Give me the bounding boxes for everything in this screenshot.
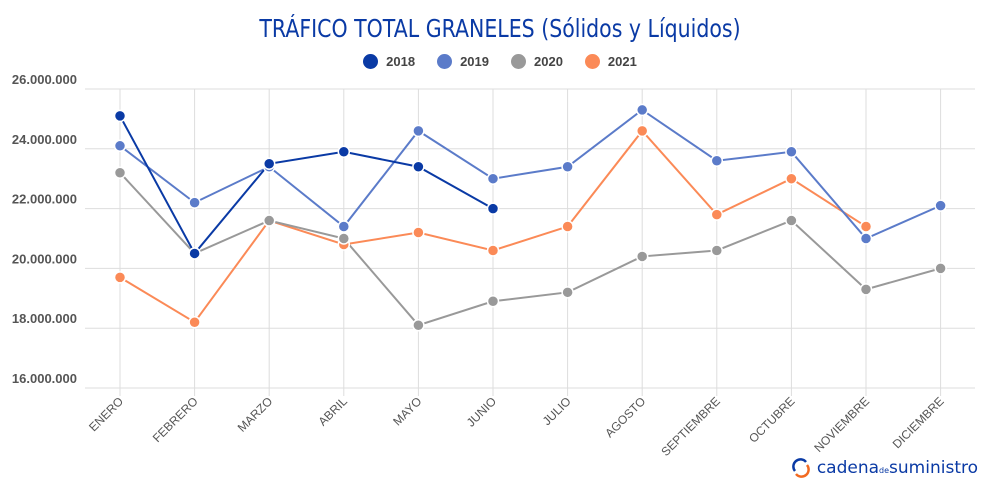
data-point-2018	[262, 157, 276, 170]
data-point-2019	[188, 196, 201, 209]
data-point-2021	[113, 271, 127, 284]
data-point-2020	[635, 250, 649, 263]
legend-marker	[584, 54, 600, 69]
series-line-2020	[119, 172, 941, 327]
x-tick-label: AGOSTO	[602, 394, 648, 440]
data-point-2019	[635, 103, 649, 117]
x-tick-label: MAYO	[390, 394, 424, 428]
logo-text-1: cadena	[816, 458, 880, 478]
legend-label: 2020	[534, 54, 563, 69]
legend-marker	[363, 54, 379, 69]
x-tick-label: JUNIO	[464, 394, 499, 429]
logo: cadenadesuministro	[791, 458, 978, 478]
data-point-2020	[859, 283, 873, 296]
data-point-2021	[486, 244, 500, 257]
y-tick-label: 22.000.000	[12, 192, 77, 207]
data-point-2019	[337, 220, 351, 233]
data-point-2021	[188, 315, 201, 329]
x-tick-label: FEBRERO	[150, 394, 201, 445]
data-point-2020	[934, 262, 947, 275]
y-tick-label: 26.000.000	[12, 72, 77, 87]
x-tick-label: NOVIEMBRE	[811, 394, 872, 455]
legend-label: 2021	[607, 54, 637, 69]
data-point-2019	[561, 160, 574, 173]
x-tick-label: OCTUBRE	[746, 394, 797, 445]
data-point-2018	[113, 109, 127, 123]
legend: 2018 2019 2020 2021	[0, 54, 1000, 69]
data-point-2018	[486, 202, 500, 215]
legend-label: 2018	[386, 54, 416, 69]
data-point-2021	[785, 172, 798, 185]
legend-label: 2019	[460, 54, 489, 69]
legend-item-2021[interactable]: 2021	[584, 54, 637, 69]
chart-title: TRÁFICO TOTAL GRANELES (Sólidos y Líquid…	[259, 14, 741, 43]
data-point-2020	[337, 232, 351, 245]
data-point-2020	[785, 214, 798, 227]
x-tick-label: DICIEMBRE	[890, 394, 947, 451]
data-point-2020	[486, 295, 500, 308]
logo-cycle-icon	[792, 458, 810, 478]
y-tick-label: 16.000.000	[12, 371, 77, 386]
logo-text-3: suministro	[889, 458, 978, 478]
x-tick-label: SEPTIEMBRE	[658, 394, 723, 459]
logo-text-2: de	[879, 466, 890, 475]
data-point-2019	[785, 145, 798, 159]
data-point-2018	[188, 247, 201, 260]
data-point-2021	[561, 220, 574, 233]
data-point-2020	[710, 244, 724, 257]
data-point-2018	[337, 145, 351, 159]
x-tick-label: ABRIL	[315, 394, 350, 429]
data-point-2019	[934, 199, 947, 212]
data-point-2019	[113, 139, 127, 153]
data-point-2021	[412, 226, 425, 239]
data-point-2021	[710, 208, 724, 221]
y-tick-label: 18.000.000	[12, 311, 77, 326]
legend-marker	[437, 54, 453, 69]
x-tick-label: MARZO	[235, 394, 276, 435]
data-point-2019	[486, 172, 500, 185]
legend-item-2019[interactable]: 2019	[437, 54, 489, 69]
data-point-2019	[859, 232, 873, 245]
x-tick-label: ENERO	[86, 394, 126, 434]
data-point-2020	[113, 166, 127, 179]
legend-item-2018[interactable]: 2018	[363, 54, 415, 69]
data-point-2020	[561, 286, 574, 299]
data-point-2020	[412, 318, 425, 332]
x-tick-label: JULIO	[540, 394, 574, 428]
data-point-2021	[859, 220, 873, 233]
y-tick-label: 20.000.000	[12, 251, 77, 266]
legend-item-2020[interactable]: 2020	[511, 54, 563, 69]
data-point-2019	[412, 124, 425, 138]
data-point-2019	[710, 154, 724, 168]
data-point-2020	[262, 214, 276, 227]
y-tick-label: 24.000.000	[12, 132, 77, 147]
data-point-2018	[412, 160, 425, 173]
series-line-2019	[119, 108, 942, 240]
legend-marker	[511, 54, 526, 69]
series-line-2018	[119, 115, 494, 256]
data-point-2021	[635, 124, 649, 138]
